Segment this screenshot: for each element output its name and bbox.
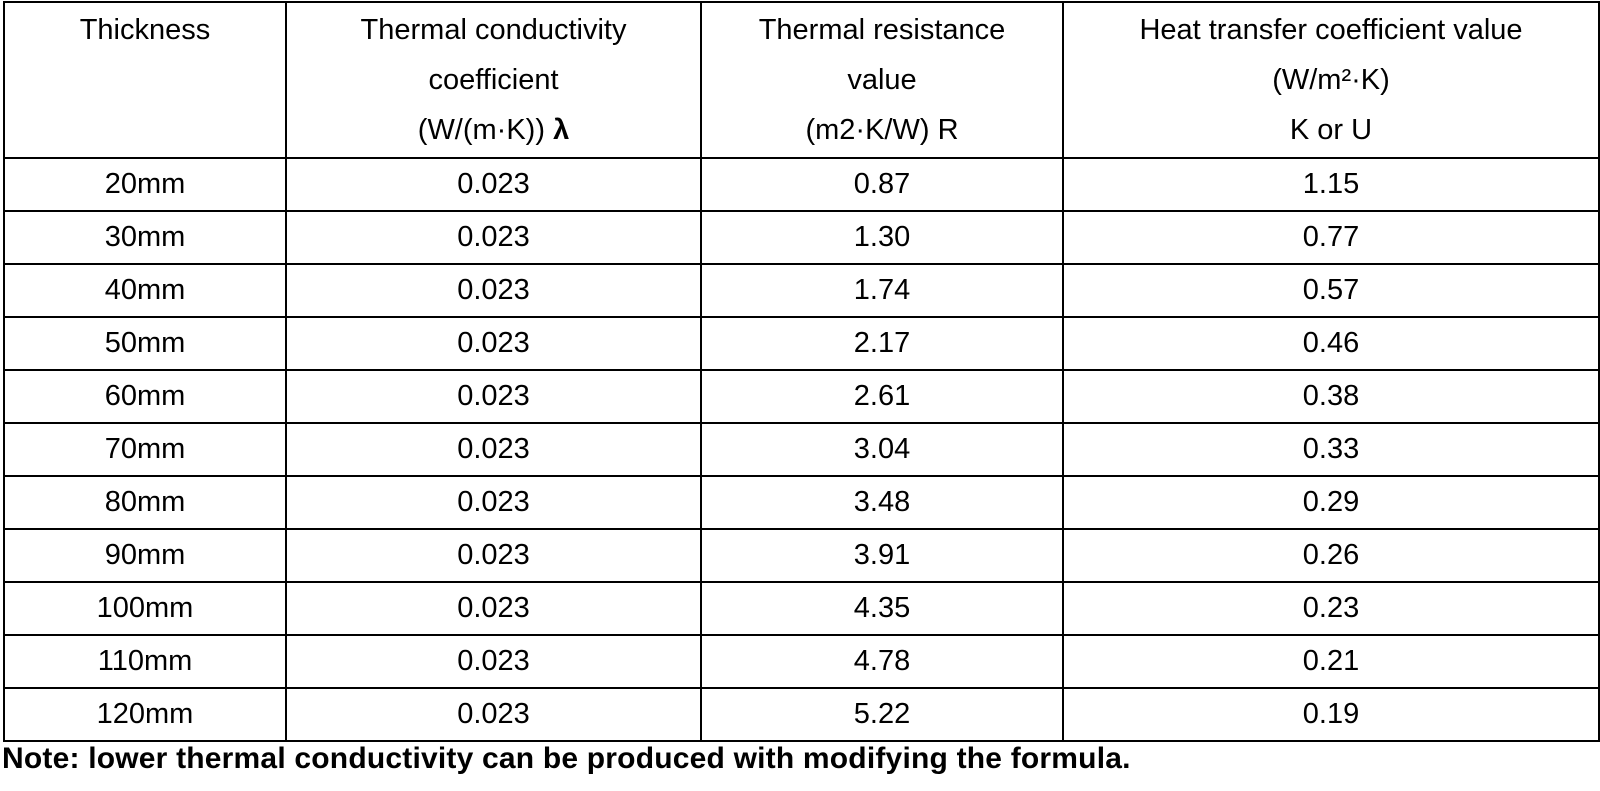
table-row: 90mm 0.023 3.91 0.26: [3, 528, 1600, 583]
header-line: Thickness: [79, 14, 211, 46]
resistance-cell: 3.48: [700, 475, 1064, 530]
conductivity-cell: 0.023: [285, 581, 702, 636]
thickness-cell: 60mm: [3, 369, 287, 424]
thickness-cell: 80mm: [3, 475, 287, 530]
conductivity-cell: 0.023: [285, 687, 702, 742]
resistance-cell: 3.91: [700, 528, 1064, 583]
table-row: 50mm 0.023 2.17 0.46: [3, 316, 1600, 371]
conductivity-cell: 0.023: [285, 157, 702, 212]
heat-transfer-cell: 0.19: [1062, 687, 1600, 742]
header-line: (W/m²·K): [1272, 64, 1390, 96]
conductivity-cell: 0.023: [285, 316, 702, 371]
header-heat-transfer-coefficient: Heat transfer coefficient value (W/m²·K)…: [1062, 1, 1600, 159]
table-row: 60mm 0.023 2.61 0.38: [3, 369, 1600, 424]
header-thickness: Thickness: [3, 1, 287, 159]
table-row: 30mm 0.023 1.30 0.77: [3, 210, 1600, 265]
table-row: 80mm 0.023 3.48 0.29: [3, 475, 1600, 530]
heat-transfer-cell: 0.26: [1062, 528, 1600, 583]
header-unit: (W/(m·K)): [417, 114, 545, 146]
heat-transfer-cell: 0.46: [1062, 316, 1600, 371]
header-line: Heat transfer coefficient value: [1139, 14, 1523, 46]
table-body: 20mm 0.023 0.87 1.15 30mm 0.023 1.30 0.77 40mm 0.…: [3, 157, 1600, 742]
thickness-cell: 120mm: [3, 687, 287, 742]
thickness-cell: 20mm: [3, 157, 287, 212]
header-line: (W/(m·K)) λ: [287, 105, 700, 155]
conductivity-cell: 0.023: [285, 210, 702, 265]
conductivity-cell: 0.023: [285, 528, 702, 583]
thickness-cell: 110mm: [3, 634, 287, 689]
header-line: value: [847, 64, 917, 96]
heat-transfer-cell: 0.23: [1062, 581, 1600, 636]
thickness-cell: 30mm: [3, 210, 287, 265]
header-thermal-conductivity: Thermal conductivity coefficient (W/(m·K…: [285, 1, 702, 159]
resistance-cell: 4.35: [700, 581, 1064, 636]
thickness-cell: 70mm: [3, 422, 287, 477]
thermal-properties-table: Thickness Thermal conductivity coefficie…: [3, 1, 1600, 742]
heat-transfer-cell: 0.77: [1062, 210, 1600, 265]
resistance-cell: 1.30: [700, 210, 1064, 265]
heat-transfer-cell: 1.15: [1062, 157, 1600, 212]
conductivity-cell: 0.023: [285, 369, 702, 424]
resistance-cell: 2.17: [700, 316, 1064, 371]
table-row: 70mm 0.023 3.04 0.33: [3, 422, 1600, 477]
table-row: 20mm 0.023 0.87 1.15: [3, 157, 1600, 212]
conductivity-cell: 0.023: [285, 422, 702, 477]
resistance-cell: 2.61: [700, 369, 1064, 424]
header-line: Thermal resistance: [758, 14, 1006, 46]
thickness-cell: 40mm: [3, 263, 287, 318]
footnote: Note: lower thermal conductivity can be …: [2, 742, 1131, 775]
resistance-cell: 3.04: [700, 422, 1064, 477]
table-row: 100mm 0.023 4.35 0.23: [3, 581, 1600, 636]
lambda-symbol: λ: [553, 114, 570, 146]
table-header-row: Thickness Thermal conductivity coefficie…: [3, 1, 1600, 159]
thickness-cell: 90mm: [3, 528, 287, 583]
table-row: 110mm 0.023 4.78 0.21: [3, 634, 1600, 689]
heat-transfer-cell: 0.21: [1062, 634, 1600, 689]
heat-transfer-cell: 0.57: [1062, 263, 1600, 318]
resistance-cell: 0.87: [700, 157, 1064, 212]
heat-transfer-cell: 0.29: [1062, 475, 1600, 530]
header-line: coefficient: [428, 64, 559, 96]
heat-transfer-cell: 0.38: [1062, 369, 1600, 424]
conductivity-cell: 0.023: [285, 475, 702, 530]
conductivity-cell: 0.023: [285, 263, 702, 318]
header-line: K or U: [1289, 114, 1373, 146]
resistance-cell: 4.78: [700, 634, 1064, 689]
header-line: Thermal conductivity: [360, 14, 627, 46]
thickness-cell: 100mm: [3, 581, 287, 636]
table-row: 120mm 0.023 5.22 0.19: [3, 687, 1600, 742]
header-thermal-resistance: Thermal resistance value (m2·K/W) R: [700, 1, 1064, 159]
thickness-cell: 50mm: [3, 316, 287, 371]
header-line: (m2·K/W) R: [805, 114, 959, 146]
resistance-cell: 5.22: [700, 687, 1064, 742]
heat-transfer-cell: 0.33: [1062, 422, 1600, 477]
resistance-cell: 1.74: [700, 263, 1064, 318]
conductivity-cell: 0.023: [285, 634, 702, 689]
table-row: 40mm 0.023 1.74 0.57: [3, 263, 1600, 318]
